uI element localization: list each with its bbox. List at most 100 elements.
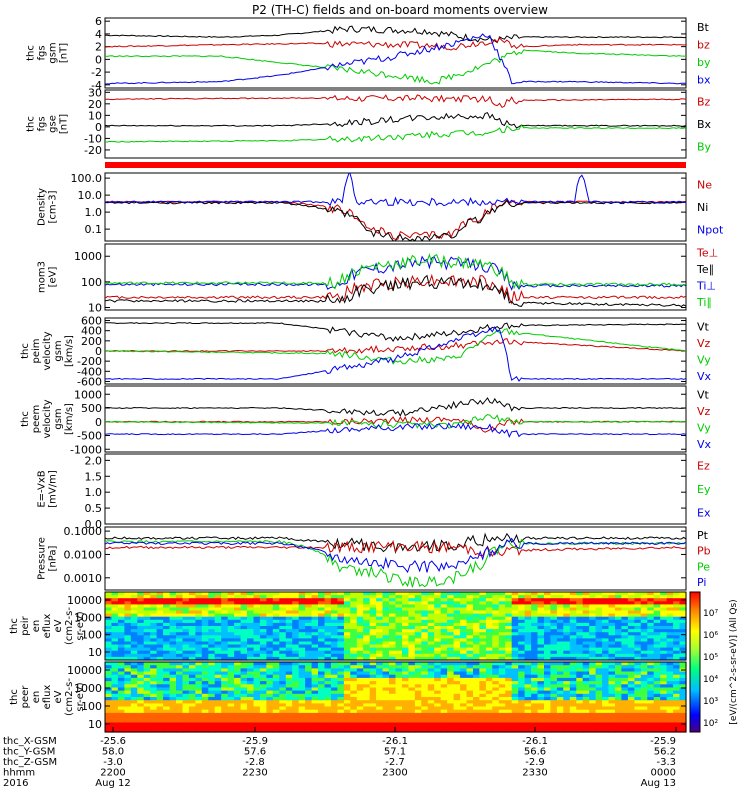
ephemeris-value: 58.0 [102, 747, 124, 758]
legend-label: Vz [697, 405, 711, 418]
y-axis-label-line: peem [31, 405, 42, 433]
y-tick-label: -4 [91, 79, 102, 92]
y-tick-label: 10.0 [78, 189, 103, 202]
y-axis-label-line: peim [31, 338, 42, 363]
y-tick-label: -10 [84, 132, 102, 145]
y-axis-label: thc peem velocity gsm [km/s] [20, 399, 75, 438]
series-line-by [105, 49, 686, 85]
ephemeris-value: 57.6 [244, 747, 266, 758]
legend-label: By [697, 141, 712, 154]
ephemeris-value: 56.2 [654, 747, 676, 758]
ephemeris-row-label: hhmm [3, 768, 35, 779]
ephemeris-value: 2330 [522, 768, 547, 779]
y-axis-label-line: en [31, 620, 42, 633]
y-tick-label: 1.0 [85, 486, 103, 499]
y-tick-label: 4 [95, 28, 102, 41]
y-axis-label-line: Pressure [37, 537, 48, 580]
legend-label: Vt [697, 320, 710, 333]
colorbar-tick-label: 10⁷ [703, 609, 718, 619]
ephemeris-value: 56.6 [524, 747, 546, 758]
colorbar: 10² 10³ 10⁴ 10⁵ 10⁶ 10⁷ [eV/(cm^2-s-sr-eV)] (A… [689, 591, 739, 733]
y-axis-label-line: (cm2-s- [64, 678, 75, 716]
panel-peir-spectrogram: thc peir en eflux eV (cm2-s-sr-eV)10000100010… [9, 591, 687, 661]
legend-label: Bt [697, 21, 710, 34]
ephemeris-value: 2200 [100, 768, 125, 779]
y-tick-label: 1000 [74, 250, 102, 263]
y-axis-label-line: thc [9, 689, 20, 705]
y-tick-label: 0.1000 [64, 525, 103, 538]
y-axis-label-line: velocity [42, 331, 53, 370]
ephemeris-value: -3.0 [103, 757, 123, 768]
y-axis-label-line: gsm [48, 42, 59, 63]
y-axis-label-line: thc [20, 343, 31, 359]
series-line-bx [105, 33, 686, 85]
panel-frame [104, 591, 687, 661]
y-axis-label-line: peer [20, 685, 31, 709]
series-line-Vx [105, 326, 686, 382]
y-axis-label-line: [cm-3] [48, 190, 59, 223]
ephemeris-row-label: 2016 [3, 778, 28, 789]
series-line-Bt [105, 25, 686, 44]
y-tick-label: 2.0 [85, 454, 103, 467]
y-axis-label-line: thc [26, 45, 37, 61]
y-tick-label: 100 [81, 700, 102, 713]
y-axis-label: thc peir en eflux eV (cm2-s-sr-eV) [9, 607, 86, 645]
y-axis-label-line: eV [53, 619, 64, 632]
y-axis-label-line: [nPa] [48, 545, 59, 571]
panel-frame [104, 89, 687, 159]
y-axis-label-line: (cm2-s- [64, 607, 75, 645]
ephemeris-value: -2.7 [385, 757, 405, 768]
legend-label: bx [697, 73, 711, 86]
y-tick-label: 2 [95, 41, 102, 54]
panel-frame [104, 17, 687, 89]
series-line-Te∥ [105, 274, 686, 308]
y-tick-label: 0.1 [85, 223, 103, 236]
ephemeris-value: 57.1 [384, 747, 406, 758]
y-tick-label: 500 [81, 402, 102, 415]
y-axis-label-line: fgs [37, 45, 48, 60]
y-tick-label: 0 [95, 416, 102, 429]
series-line-Vt [105, 322, 686, 343]
series-line-bz [105, 37, 686, 51]
legend-label: by [697, 56, 711, 69]
panel-frame [104, 453, 687, 525]
y-tick-label: 100.0 [71, 172, 103, 185]
chart-title: P2 (TH-C) fields and on-board moments ov… [252, 3, 548, 17]
ephemeris-value: -26.1 [382, 736, 408, 747]
y-axis-label: mom3 [eV] [37, 261, 59, 293]
legend-label: Vt [697, 388, 710, 401]
series-line-Bx [105, 112, 686, 129]
y-tick-label: 1.0 [85, 206, 103, 219]
y-axis-label-line: thc [9, 618, 20, 634]
legend-label: Ne [697, 178, 712, 191]
ephemeris-value: -26.1 [522, 736, 548, 747]
y-tick-label: -20 [84, 144, 102, 157]
legend-label: Pb [697, 545, 711, 558]
spectrogram-cells [105, 662, 687, 733]
y-tick-label: -600 [77, 375, 102, 388]
series-line-Vx [105, 422, 686, 438]
colorbar-tick-label: 10⁴ [703, 675, 718, 685]
y-tick-label: -1000 [70, 443, 102, 456]
ephemeris-value: -3.3 [656, 757, 676, 768]
colorbar-label: [eV/(cm^2-s-sr-eV)] (All Qs) [729, 599, 739, 724]
colorbar-tick-label: 10³ [703, 697, 718, 707]
series-line-Vz [105, 338, 686, 355]
y-axis-label-line: thc [20, 411, 31, 427]
ephemeris-value: -2.9 [525, 757, 545, 768]
ephemeris-value: 2230 [242, 768, 267, 779]
y-tick-label: 100 [81, 276, 102, 289]
y-axis-label-line: sr-eV) [75, 611, 86, 640]
y-tick-label: 1000 [74, 388, 102, 401]
legend-label: Ni [697, 201, 708, 214]
y-tick-label: 400 [81, 325, 102, 338]
y-tick-label: -200 [77, 355, 102, 368]
y-axis-label-line: sr-eV) [75, 682, 86, 711]
ephemeris-row-label: thc_X-GSM [3, 736, 57, 747]
ephemeris-value: Aug 12 [95, 778, 130, 789]
y-axis-label-line: E=-VxB [37, 470, 48, 507]
y-tick-label: 200 [81, 335, 102, 348]
legend-label: Vy [697, 353, 711, 366]
legend-label: Vz [697, 337, 711, 350]
